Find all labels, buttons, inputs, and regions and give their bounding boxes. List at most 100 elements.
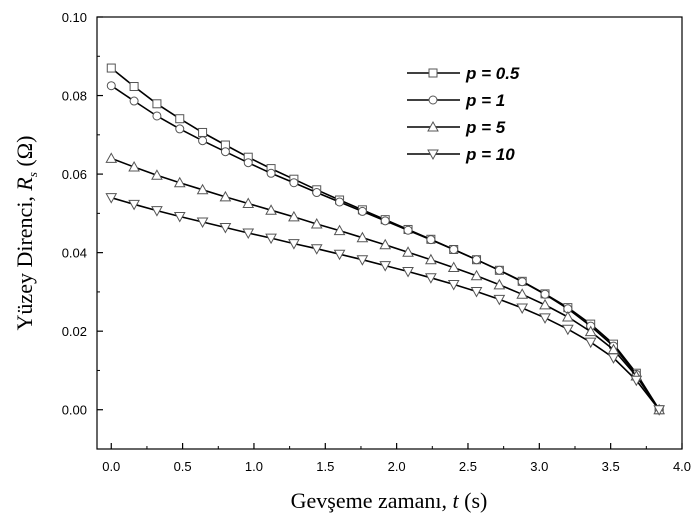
x-axis-title: Gevşeme zamanı, t (s) [291, 488, 488, 513]
data-point [494, 265, 504, 275]
data-point [198, 136, 208, 146]
legend-item: p = 1 [407, 91, 505, 110]
data-point [106, 81, 116, 91]
data-point [540, 289, 550, 299]
data-point [289, 178, 299, 188]
data-point [584, 337, 597, 349]
data-point [196, 217, 209, 229]
data-point [196, 183, 209, 195]
y-tick-label: 0.10 [62, 10, 87, 25]
legend-marker [428, 68, 438, 78]
series-3 [105, 152, 666, 415]
series-4 [105, 193, 666, 416]
legend: p = 0.5 p = 1 p = 5 p = 10 [407, 64, 520, 164]
data-point [242, 197, 255, 209]
y-tick-label: 0.08 [62, 89, 87, 104]
data-point [425, 273, 437, 284]
data-point [175, 114, 185, 124]
data-point [472, 255, 482, 265]
data-point [129, 82, 139, 92]
data-point [265, 204, 277, 215]
data-point [402, 266, 414, 278]
data-point [493, 278, 506, 290]
data-point [539, 298, 551, 310]
data-point [242, 228, 255, 240]
x-tick-label: 0.0 [102, 459, 120, 474]
data-point [105, 193, 118, 204]
y-tick-label: 0.06 [62, 167, 87, 182]
x-tick-label: 3.5 [602, 459, 620, 474]
data-point [470, 269, 483, 281]
data-point [402, 246, 414, 257]
x-tick-label: 4.0 [673, 459, 691, 474]
legend-label: p = 5 [465, 118, 506, 137]
data-point [151, 206, 163, 217]
data-point [470, 287, 483, 298]
data-point [653, 405, 666, 416]
data-point [516, 303, 529, 315]
data-point [266, 168, 276, 178]
data-point [562, 324, 574, 336]
data-point [220, 147, 230, 157]
data-point [539, 313, 551, 324]
data-point [584, 325, 597, 337]
series-2 [106, 81, 664, 415]
data-point [288, 210, 300, 222]
data-point [426, 235, 436, 245]
data-point [356, 231, 369, 243]
data-point [379, 238, 392, 250]
data-point [106, 63, 116, 73]
data-point [517, 277, 527, 287]
y-tick-label: 0.02 [62, 324, 87, 339]
data-point [152, 99, 162, 109]
x-tick-label: 2.0 [388, 459, 406, 474]
plot-frame [96, 16, 683, 450]
data-point [151, 169, 163, 180]
data-point [128, 199, 140, 211]
legend-label: p = 0.5 [465, 64, 520, 83]
data-point [447, 279, 460, 291]
data-point [105, 152, 118, 163]
series-layer [105, 63, 666, 416]
axes: 0.0 0.5 1.0 1.5 2.0 2.5 3.0 3.5 4.0 0.00 0.02 0.04 0… [62, 10, 691, 474]
x-tick-label: 1.5 [316, 459, 334, 474]
data-point [128, 160, 140, 172]
data-point [333, 249, 346, 261]
x-tick-label: 0.5 [174, 459, 192, 474]
data-point [335, 197, 345, 207]
legend-marker [427, 120, 439, 132]
data-point [152, 111, 162, 121]
data-point [310, 217, 323, 229]
data-point [356, 255, 369, 266]
y-tick-label: 0.00 [62, 403, 87, 418]
data-point [425, 253, 437, 265]
data-point [173, 176, 186, 188]
legend-marker [428, 95, 438, 105]
x-tick-label: 2.5 [459, 459, 477, 474]
y-axis-title: Yüzey Direnci, Rs (Ω) [12, 136, 40, 331]
data-point [312, 188, 322, 198]
legend-item: p = 5 [407, 118, 506, 137]
data-point [607, 353, 620, 364]
data-point [357, 206, 367, 216]
series-line [111, 157, 660, 411]
legend-label: p = 10 [465, 145, 515, 164]
legend-marker [427, 149, 439, 161]
series-line [111, 196, 660, 411]
data-point [175, 124, 185, 134]
data-point [173, 212, 186, 223]
legend-item: p = 10 [407, 145, 515, 164]
x-tick-label: 1.0 [245, 459, 263, 474]
legend-item: p = 0.5 [407, 64, 520, 83]
data-point [447, 261, 460, 273]
y-tick-label: 0.04 [62, 246, 87, 261]
data-point [310, 244, 323, 255]
data-point [243, 158, 253, 168]
data-point [380, 216, 390, 226]
legend-label: p = 1 [465, 91, 505, 110]
x-tick-label: 3.0 [530, 459, 548, 474]
data-point [379, 261, 392, 272]
data-point [198, 127, 208, 137]
data-point [403, 225, 413, 235]
data-point [630, 375, 643, 387]
